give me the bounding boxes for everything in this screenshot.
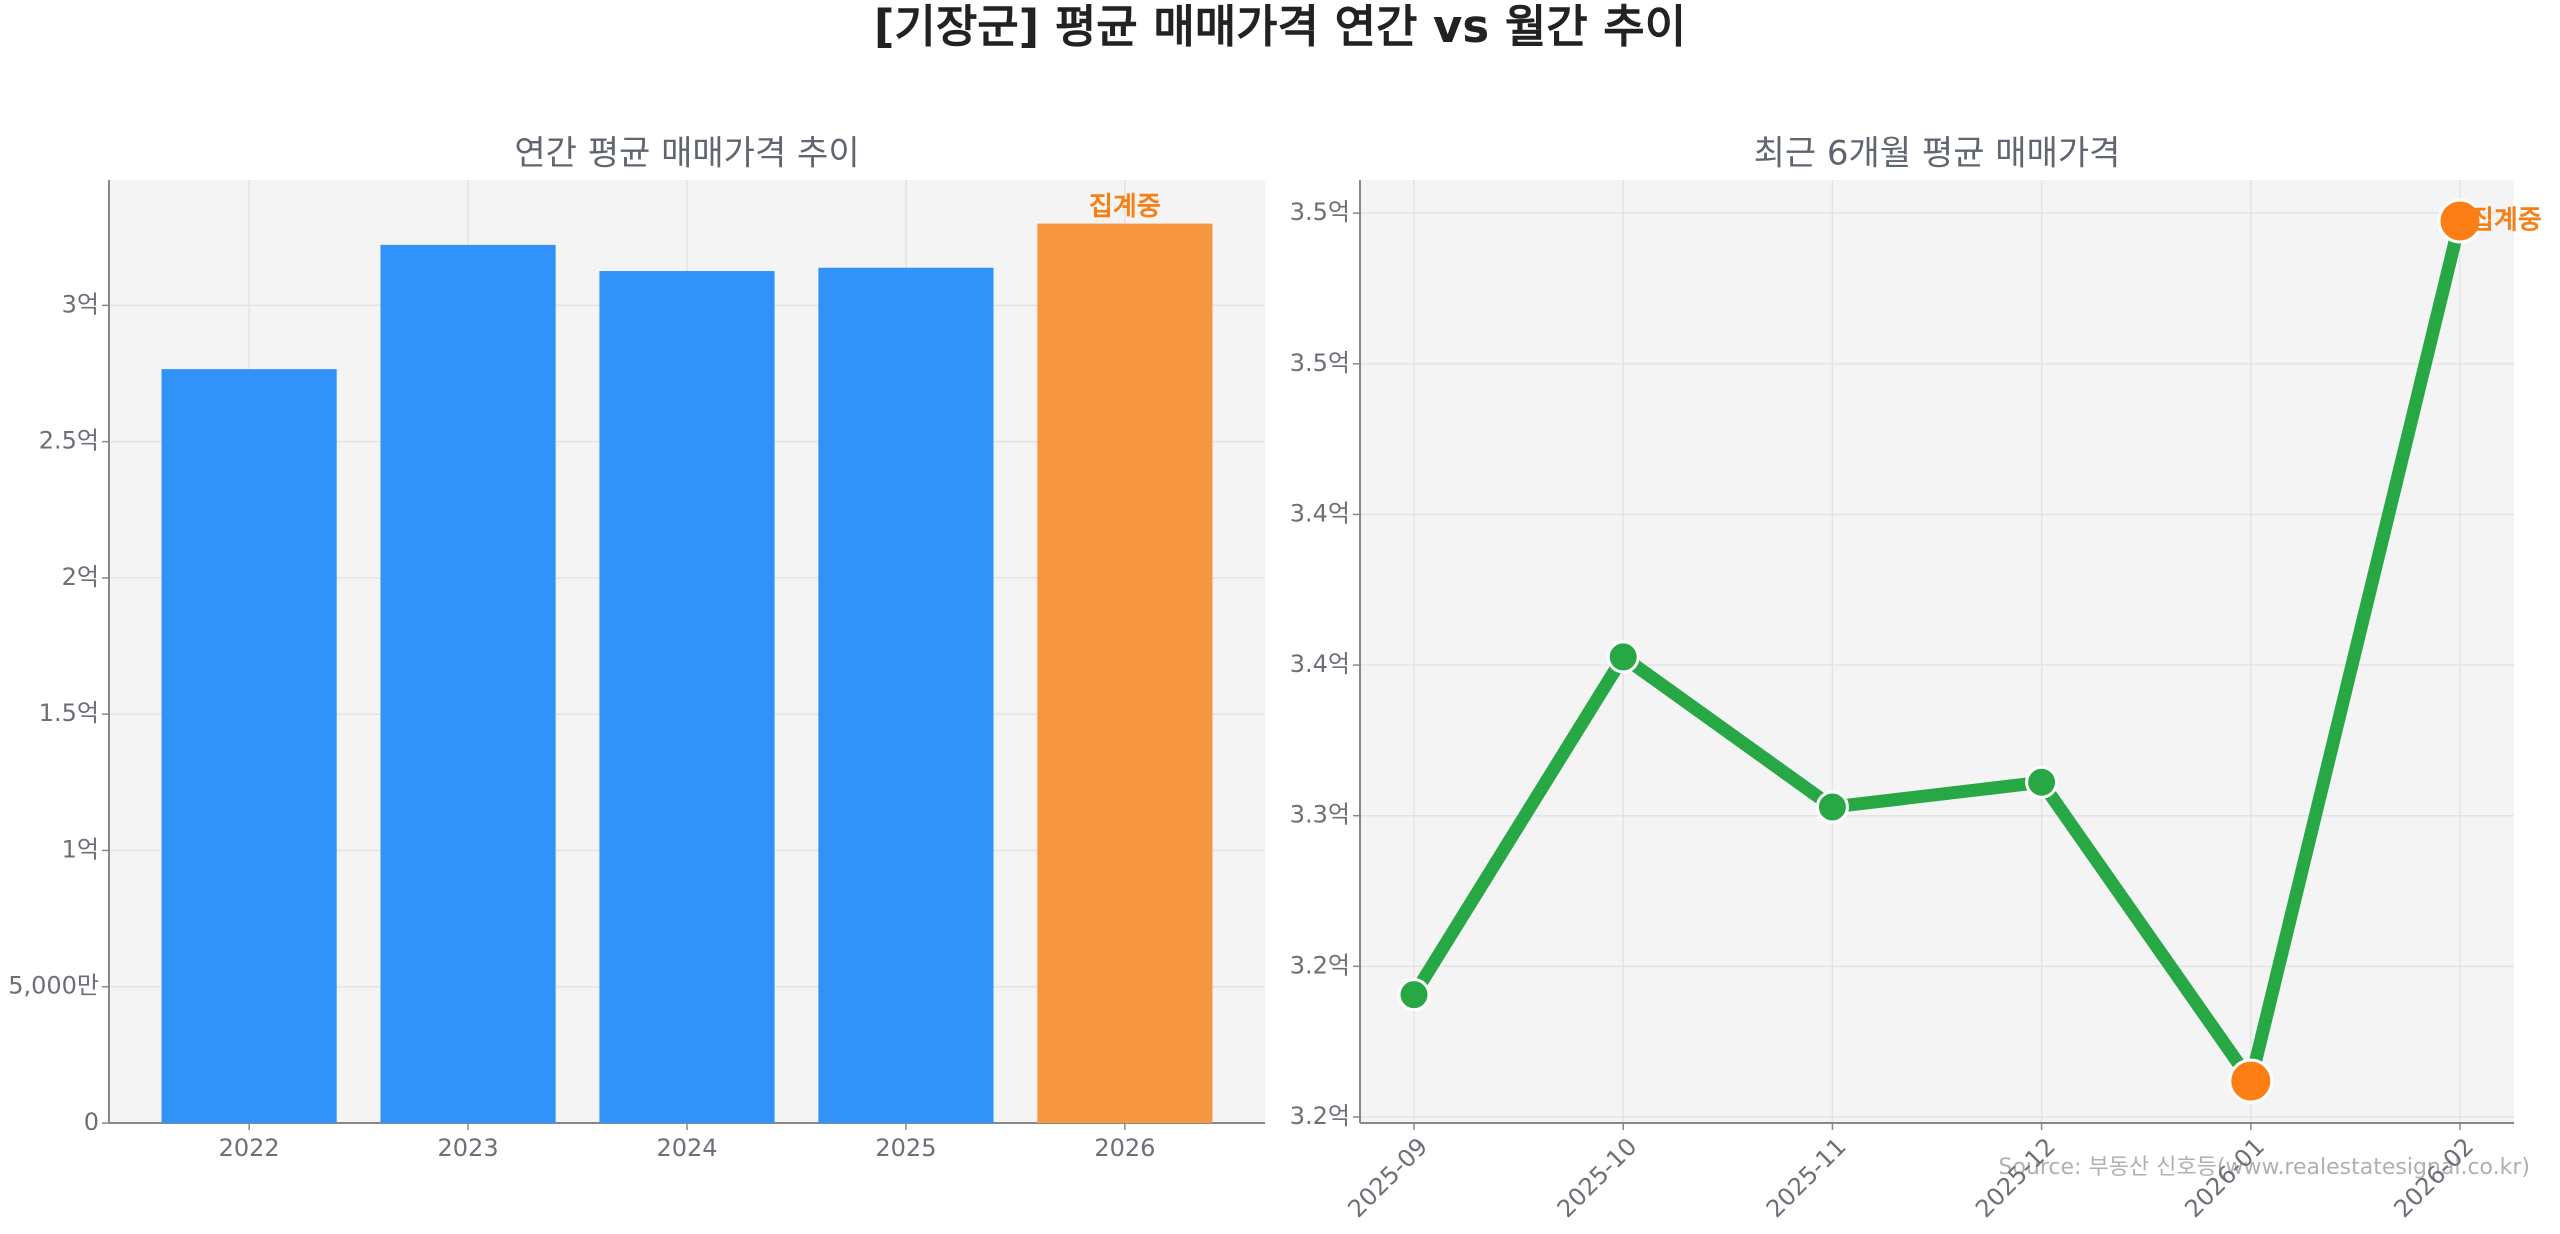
x-tick-label: 2025-10 bbox=[1552, 1132, 1643, 1223]
x-tick-label: 2025-09 bbox=[1342, 1132, 1433, 1223]
bar bbox=[1037, 223, 1213, 1123]
chart-title: 최근 6개월 평균 매매가격 bbox=[1754, 134, 2121, 174]
line-series bbox=[1408, 219, 2467, 1088]
y-tick-label: 3.4억 bbox=[1290, 650, 1350, 678]
marker bbox=[2025, 765, 2059, 799]
y-tick-label: 0 bbox=[84, 1108, 99, 1136]
figure-title: [기장군] 평균 매매가격 연간 vs 월간 추이 bbox=[874, 0, 1686, 53]
x-tick-label: 2026 bbox=[1094, 1134, 1155, 1162]
bar bbox=[380, 244, 556, 1124]
bar bbox=[599, 271, 775, 1123]
y-tick-label: 1억 bbox=[62, 835, 99, 863]
y-tick-label: 3.4억 bbox=[1290, 499, 1350, 527]
y-tick-label: 3.2억 bbox=[1290, 951, 1350, 979]
x-tick-label: 2023 bbox=[438, 1134, 499, 1162]
y-tick-label: 1.5억 bbox=[39, 699, 99, 727]
y-tick-label: 2.5억 bbox=[39, 427, 99, 455]
marker bbox=[1606, 640, 1640, 674]
marker bbox=[1815, 790, 1849, 824]
x-tick-label: 2025 bbox=[875, 1134, 936, 1162]
bar bbox=[161, 369, 337, 1123]
marker bbox=[2228, 1058, 2274, 1104]
x-tick-label: 2022 bbox=[219, 1134, 280, 1162]
y-tick-label: 3.3억 bbox=[1290, 801, 1350, 829]
y-tick-label: 5,000만 bbox=[8, 972, 99, 1000]
marker bbox=[2437, 198, 2483, 244]
annotation: 집계중 bbox=[1089, 192, 1161, 222]
source-note: Source: 부동산 신호등(www.realestatesignal.co.… bbox=[1999, 1155, 2531, 1180]
y-tick-label: 2억 bbox=[62, 563, 99, 591]
marker bbox=[1397, 978, 1431, 1012]
x-tick-label: 2024 bbox=[656, 1134, 717, 1162]
y-tick-label: 3.5억 bbox=[1290, 198, 1350, 226]
bar bbox=[818, 267, 994, 1123]
annotation: 집계중 bbox=[2470, 205, 2542, 235]
y-tick-label: 3.2억 bbox=[1290, 1102, 1350, 1130]
plot-area bbox=[1360, 180, 2514, 1123]
y-tick-label: 3억 bbox=[62, 290, 99, 318]
x-tick-label: 2025-11 bbox=[1761, 1132, 1852, 1223]
chart-title: 연간 평균 매매가격 추이 bbox=[514, 134, 859, 174]
y-tick-label: 3.5억 bbox=[1290, 349, 1350, 377]
